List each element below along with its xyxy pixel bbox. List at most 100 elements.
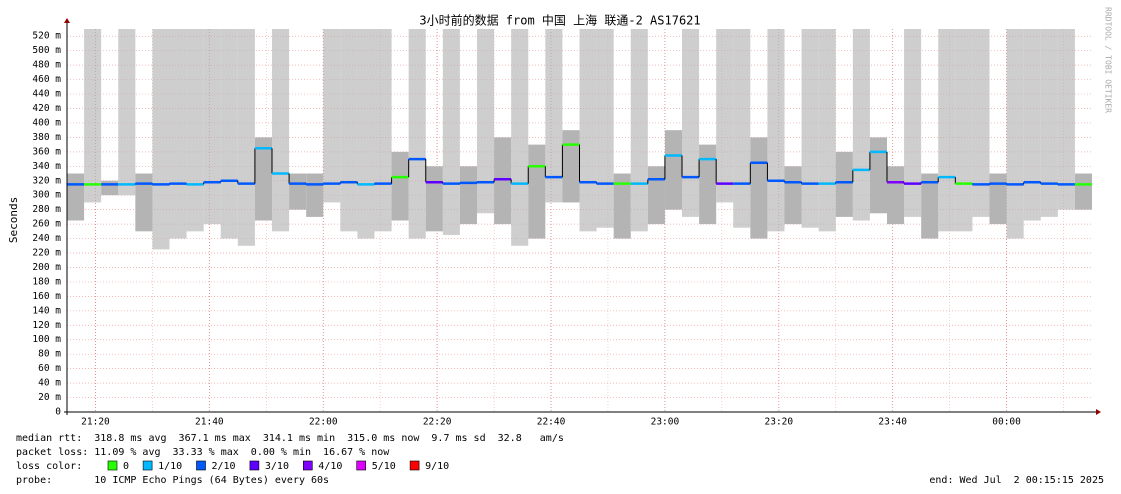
smoke: [835, 151, 853, 217]
smoke: [630, 29, 648, 232]
smoke: [972, 29, 990, 217]
y-tick-label: 280 m: [32, 204, 61, 215]
y-tick-label: 460 m: [32, 74, 61, 85]
smoke: [135, 173, 153, 232]
y-tick-label: 200 m: [32, 262, 61, 273]
smoke: [237, 29, 255, 246]
y-tick-label: 20 m: [38, 392, 61, 403]
smoke: [340, 29, 358, 232]
y-tick-label: 100 m: [32, 334, 61, 345]
smoke: [989, 173, 1007, 225]
y-tick-label: 120 m: [32, 320, 61, 331]
x-tick-label: 21:20: [81, 417, 110, 428]
x-tick-label: 23:40: [878, 417, 907, 428]
smoke: [220, 29, 238, 239]
smoke: [67, 173, 85, 221]
x-arrow: [1096, 409, 1101, 415]
smoke: [306, 173, 324, 217]
legend-swatch: [107, 460, 118, 471]
legend-label: 9/10: [425, 461, 449, 472]
smoke: [682, 29, 700, 217]
x-tick-label: 22:00: [309, 417, 338, 428]
smoke: [169, 29, 187, 239]
y-tick-label: 520 m: [32, 31, 61, 42]
y-axis-label: Seconds: [7, 197, 20, 243]
smoke: [254, 137, 272, 221]
watermark: RRDTOOL / TOBI OETIKER: [1104, 7, 1113, 113]
legend-swatch: [142, 460, 153, 471]
y-tick-label: 320 m: [32, 175, 61, 186]
smoke: [442, 29, 460, 235]
y-tick-label: 400 m: [32, 117, 61, 128]
smoke: [84, 29, 102, 203]
smoke: [938, 29, 956, 232]
smoke: [852, 29, 870, 221]
y-tick-label: 360 m: [32, 146, 61, 157]
y-tick-label: 160 m: [32, 291, 61, 302]
y-tick-label: 60 m: [38, 363, 61, 374]
legend-label: 2/10: [212, 461, 236, 472]
legend-label: 0: [123, 461, 129, 472]
smoke: [408, 29, 426, 239]
y-tick-label: 80 m: [38, 349, 61, 360]
y-tick-label: 140 m: [32, 305, 61, 316]
smoke: [118, 29, 136, 196]
smoke: [459, 166, 477, 225]
y-tick-label: 340 m: [32, 161, 61, 172]
loss-color-label: loss color:: [16, 461, 82, 472]
smoke: [528, 144, 546, 239]
legend-swatch: [302, 460, 313, 471]
y-tick-label: 500 m: [32, 45, 61, 56]
smoke: [545, 29, 563, 203]
probe: probe: 10 ICMP Echo Pings (64 Bytes) eve…: [16, 475, 329, 486]
smoke: [904, 29, 922, 217]
stats-rtt: median rtt: 318.8 ms avg 367.1 ms max 31…: [16, 433, 564, 444]
smoke: [716, 29, 734, 203]
smoke: [1006, 29, 1024, 239]
y-tick-label: 440 m: [32, 89, 61, 100]
smoke: [613, 173, 631, 239]
smoke: [921, 173, 939, 239]
smoke: [647, 166, 665, 225]
smoke: [391, 151, 409, 221]
x-tick-label: 23:00: [651, 417, 680, 428]
smoke: [664, 130, 682, 210]
chart-title: 3小时前的数据 from 中国 上海 联通-2 AS17621: [419, 13, 700, 28]
y-tick-label: 220 m: [32, 248, 61, 259]
smoke: [152, 29, 170, 250]
y-tick-label: 260 m: [32, 219, 61, 230]
smoke: [955, 29, 973, 232]
y-tick-label: 40 m: [38, 378, 61, 389]
y-tick-label: 0: [55, 407, 61, 418]
smoke: [477, 29, 495, 214]
smoke: [1074, 173, 1092, 210]
smoke: [1057, 29, 1075, 210]
smoke: [1023, 29, 1041, 221]
smoke: [818, 29, 836, 232]
y-tick-label: 240 m: [32, 233, 61, 244]
smoke: [801, 29, 819, 228]
smoke: [869, 137, 887, 214]
y-tick-label: 380 m: [32, 132, 61, 143]
legend-label: 3/10: [265, 461, 289, 472]
y-tick-label: 480 m: [32, 60, 61, 71]
smoke: [374, 29, 392, 232]
smoke: [699, 144, 717, 225]
smoke: [425, 166, 443, 232]
smoke: [784, 166, 802, 225]
legend-swatch: [409, 460, 420, 471]
x-tick-label: 00:00: [992, 417, 1021, 428]
smoke: [101, 180, 119, 196]
x-tick-label: 22:40: [537, 417, 566, 428]
legend-label: 4/10: [318, 461, 342, 472]
smoke: [562, 130, 580, 203]
smoke: [289, 173, 307, 210]
y-tick-label: 180 m: [32, 276, 61, 287]
y-arrow: [64, 18, 70, 23]
smoke: [494, 137, 512, 225]
end-time: end: Wed Jul 2 00:15:15 2025: [929, 475, 1104, 486]
stats-loss: packet loss: 11.09 % avg 33.33 % max 0.0…: [16, 447, 390, 458]
smoke: [596, 29, 614, 228]
smoke: [1040, 29, 1058, 217]
x-tick-label: 21:40: [195, 417, 224, 428]
